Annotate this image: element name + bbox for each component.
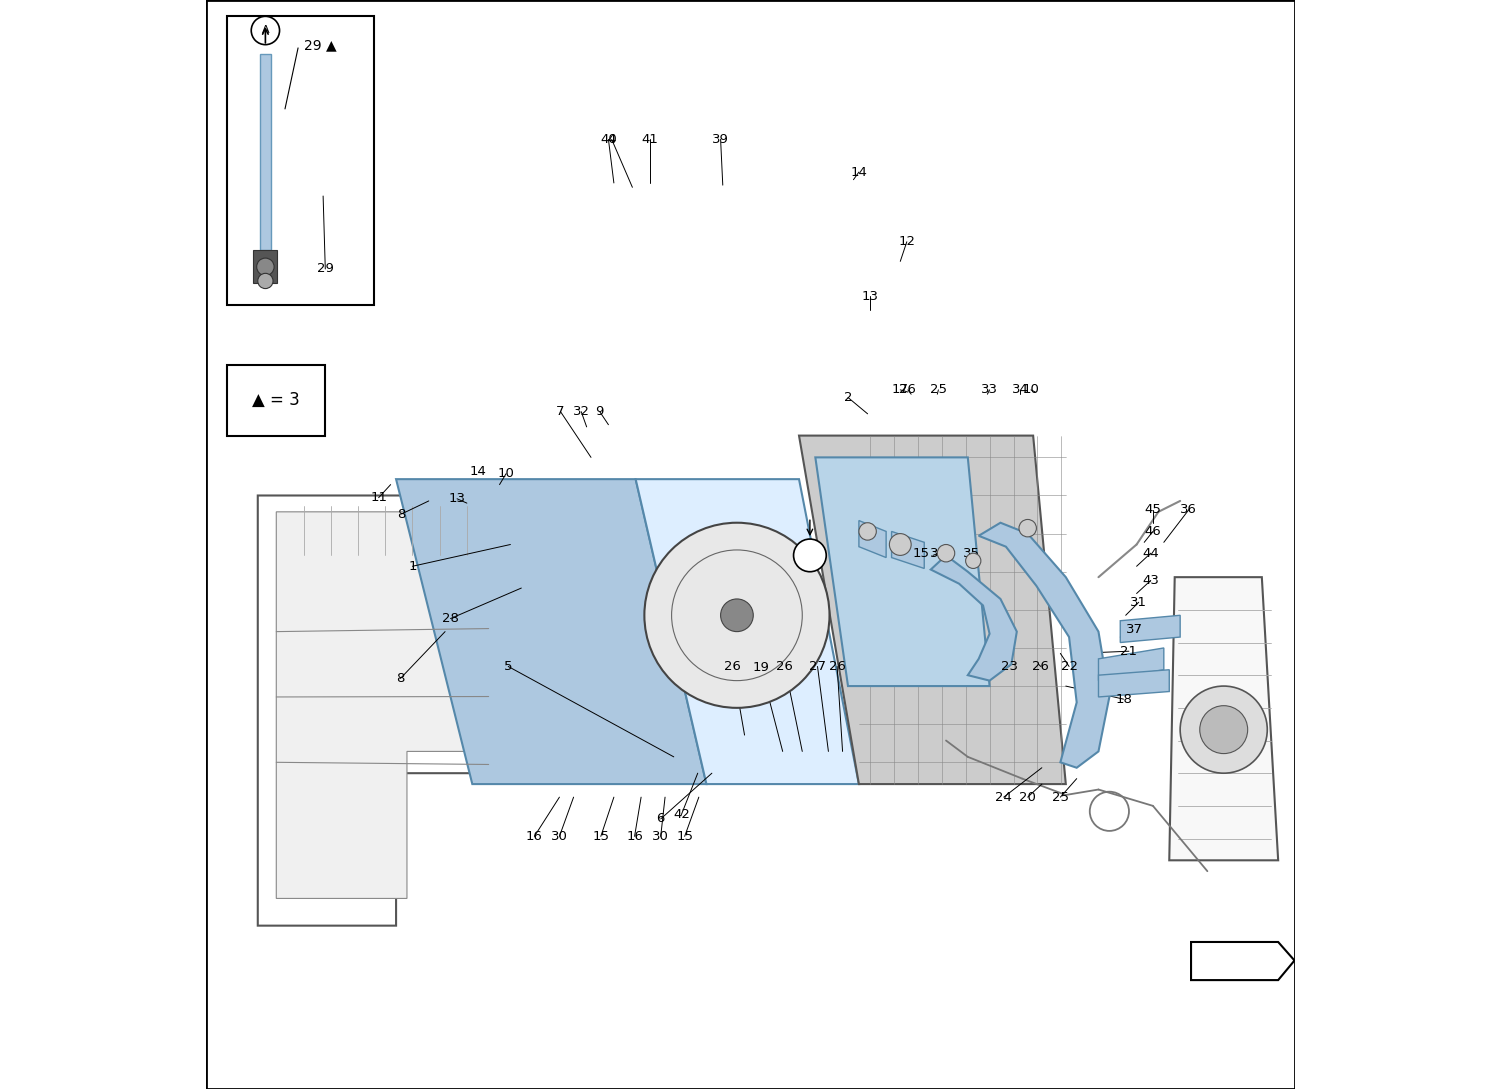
Polygon shape bbox=[1191, 942, 1294, 980]
Text: 15: 15 bbox=[676, 830, 693, 843]
Text: 19: 19 bbox=[753, 661, 770, 674]
Circle shape bbox=[256, 258, 274, 276]
Text: 13: 13 bbox=[448, 492, 465, 505]
Text: 18: 18 bbox=[1114, 693, 1132, 706]
Text: 10: 10 bbox=[1023, 383, 1040, 396]
Text: 26: 26 bbox=[724, 660, 741, 673]
Text: 31: 31 bbox=[1131, 596, 1148, 609]
Text: 26: 26 bbox=[900, 383, 916, 396]
Text: 27: 27 bbox=[808, 660, 826, 673]
Polygon shape bbox=[800, 436, 1066, 784]
Text: 16: 16 bbox=[626, 830, 644, 843]
Circle shape bbox=[859, 523, 876, 540]
Text: 35: 35 bbox=[963, 547, 980, 560]
Polygon shape bbox=[1120, 615, 1180, 643]
Text: 15: 15 bbox=[912, 547, 930, 560]
Text: 23: 23 bbox=[1000, 660, 1017, 673]
Text: 20: 20 bbox=[1020, 791, 1036, 804]
Text: 14: 14 bbox=[470, 465, 486, 478]
Circle shape bbox=[938, 544, 954, 562]
Text: 6: 6 bbox=[657, 812, 664, 825]
Text: 1: 1 bbox=[408, 560, 417, 573]
Text: 17: 17 bbox=[892, 383, 909, 396]
Text: 14: 14 bbox=[850, 166, 867, 179]
Text: 28: 28 bbox=[442, 612, 459, 625]
Text: 8: 8 bbox=[398, 507, 405, 521]
Text: 32: 32 bbox=[573, 405, 590, 418]
Polygon shape bbox=[891, 531, 924, 568]
Text: A: A bbox=[261, 25, 268, 36]
Text: 13: 13 bbox=[861, 290, 879, 303]
Polygon shape bbox=[636, 479, 860, 784]
Text: ▲ = 3: ▲ = 3 bbox=[252, 391, 300, 408]
Circle shape bbox=[251, 16, 279, 45]
Polygon shape bbox=[258, 495, 543, 926]
Text: 8: 8 bbox=[396, 672, 405, 685]
Text: 25: 25 bbox=[930, 383, 946, 396]
Text: 26: 26 bbox=[777, 660, 794, 673]
Polygon shape bbox=[859, 521, 886, 558]
Text: 4: 4 bbox=[608, 133, 616, 146]
Text: 24: 24 bbox=[996, 791, 1012, 804]
Text: 42: 42 bbox=[674, 808, 690, 821]
Text: 29 ▲: 29 ▲ bbox=[303, 39, 336, 52]
Circle shape bbox=[645, 523, 830, 708]
Text: 25: 25 bbox=[1052, 791, 1070, 804]
Circle shape bbox=[890, 534, 910, 555]
FancyBboxPatch shape bbox=[228, 16, 375, 305]
Polygon shape bbox=[1098, 648, 1164, 681]
Text: A: A bbox=[806, 550, 813, 561]
Text: 21: 21 bbox=[1120, 645, 1137, 658]
Polygon shape bbox=[254, 250, 278, 283]
Text: 46: 46 bbox=[1144, 525, 1161, 538]
Text: 30: 30 bbox=[652, 830, 669, 843]
Text: 45: 45 bbox=[1144, 503, 1161, 516]
Circle shape bbox=[1180, 686, 1268, 773]
Text: 44: 44 bbox=[1143, 547, 1160, 560]
Circle shape bbox=[1019, 519, 1036, 537]
Circle shape bbox=[258, 273, 273, 289]
Text: 26: 26 bbox=[828, 660, 846, 673]
Polygon shape bbox=[260, 54, 272, 250]
FancyBboxPatch shape bbox=[228, 365, 326, 436]
Polygon shape bbox=[396, 479, 706, 784]
Polygon shape bbox=[932, 555, 1017, 681]
Text: 30: 30 bbox=[550, 830, 568, 843]
Text: 41: 41 bbox=[642, 133, 658, 146]
Polygon shape bbox=[1098, 670, 1170, 697]
Polygon shape bbox=[816, 457, 990, 686]
Text: 34: 34 bbox=[1011, 383, 1029, 396]
Text: 38: 38 bbox=[930, 547, 946, 560]
Text: 40: 40 bbox=[600, 133, 616, 146]
Circle shape bbox=[966, 553, 981, 568]
Text: 33: 33 bbox=[981, 383, 998, 396]
Text: 7: 7 bbox=[556, 405, 566, 418]
Text: 43: 43 bbox=[1143, 574, 1160, 587]
Circle shape bbox=[794, 539, 826, 572]
Text: 36: 36 bbox=[1180, 503, 1197, 516]
Text: 22: 22 bbox=[1060, 660, 1077, 673]
Text: 37: 37 bbox=[1126, 623, 1143, 636]
Polygon shape bbox=[1170, 577, 1278, 860]
Text: 16: 16 bbox=[526, 830, 543, 843]
Text: 29: 29 bbox=[316, 262, 333, 276]
Circle shape bbox=[1200, 706, 1248, 754]
Text: 11: 11 bbox=[370, 491, 387, 504]
Text: 12: 12 bbox=[898, 235, 915, 248]
Text: 2: 2 bbox=[844, 391, 852, 404]
Polygon shape bbox=[978, 523, 1110, 768]
Circle shape bbox=[720, 599, 753, 632]
Polygon shape bbox=[276, 512, 516, 898]
Text: 9: 9 bbox=[596, 405, 604, 418]
Text: 5: 5 bbox=[504, 660, 513, 673]
Text: 10: 10 bbox=[498, 467, 514, 480]
Text: 26: 26 bbox=[1032, 660, 1048, 673]
Text: 15: 15 bbox=[592, 830, 609, 843]
Text: 39: 39 bbox=[712, 133, 729, 146]
